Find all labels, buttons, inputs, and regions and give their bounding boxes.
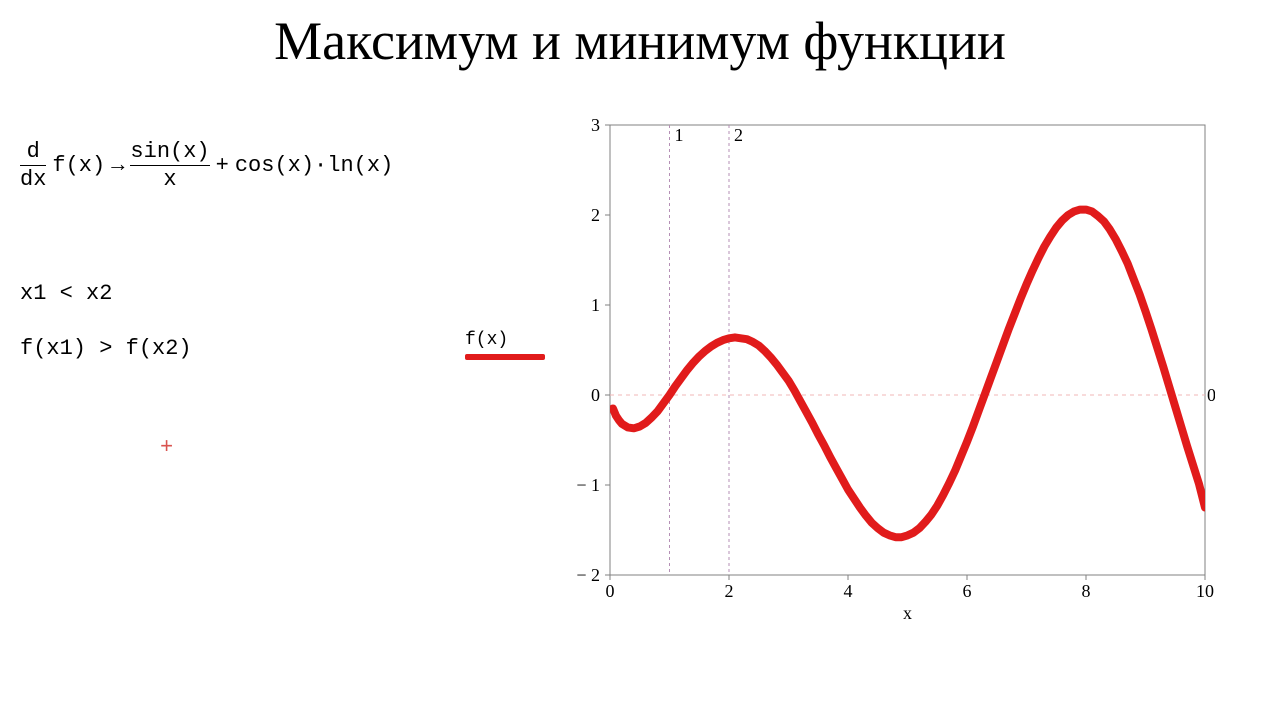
fraction-bar-icon [130,165,209,166]
y-tick-label: 0 [591,385,600,405]
d-dx-fraction: d dx [20,140,46,191]
x-tick-label: 4 [844,581,853,601]
legend-label: f(x) [465,330,545,350]
sinx-over-x-fraction: sin(x) x [130,140,209,191]
page: Максимум и минимум функции d dx f(x) → s… [0,0,1280,720]
derivative-expression: d dx f(x) → sin(x) x + cos(x)·ln(x) [20,140,460,191]
frac-top-sin: sin(x) [130,140,209,163]
inequality-1: x1 < x2 [20,281,460,306]
y-tick-label: 3 [591,115,600,135]
frac-top-d: d [27,140,40,163]
arrow-icon: → [111,153,124,178]
function-chart: 1 2 − 2 − 1 0 1 2 3 0 2 4 6 8 10 x 0 [560,115,1215,625]
inequality-2: f(x1) > f(x2) [20,336,460,361]
marker-label-2: 2 [734,125,743,145]
y-tick-label: 1 [591,295,600,315]
cursor-cross-icon: + [160,435,173,460]
fraction-bar-icon [20,165,46,166]
x-tick-label: 0 [606,581,615,601]
x-tick-label: 2 [725,581,734,601]
cos-ln-text: cos(x)·ln(x) [235,153,393,178]
right-zero-label: 0 [1207,385,1215,405]
chart-svg: 1 2 − 2 − 1 0 1 2 3 0 2 4 6 8 10 x 0 [560,115,1215,625]
x-axis-label: x [903,603,912,623]
formula-panel: d dx f(x) → sin(x) x + cos(x)·ln(x) x1 <… [20,140,460,391]
y-tick-label: − 1 [576,475,600,495]
fx-text: f(x) [52,153,105,178]
y-tick-label: 2 [591,205,600,225]
plus-text: + [216,153,229,178]
plot-area [610,125,1205,575]
y-tick-label: − 2 [576,565,600,585]
legend-line-icon [465,354,545,360]
x-tick-label: 10 [1196,581,1214,601]
page-title: Максимум и минимум функции [0,10,1280,72]
frac-bot-dx: dx [20,168,46,191]
x-tick-label: 8 [1082,581,1091,601]
marker-label-1: 1 [675,125,684,145]
frac-bot-x: x [163,168,176,191]
x-tick-label: 6 [963,581,972,601]
legend: f(x) [465,330,545,360]
